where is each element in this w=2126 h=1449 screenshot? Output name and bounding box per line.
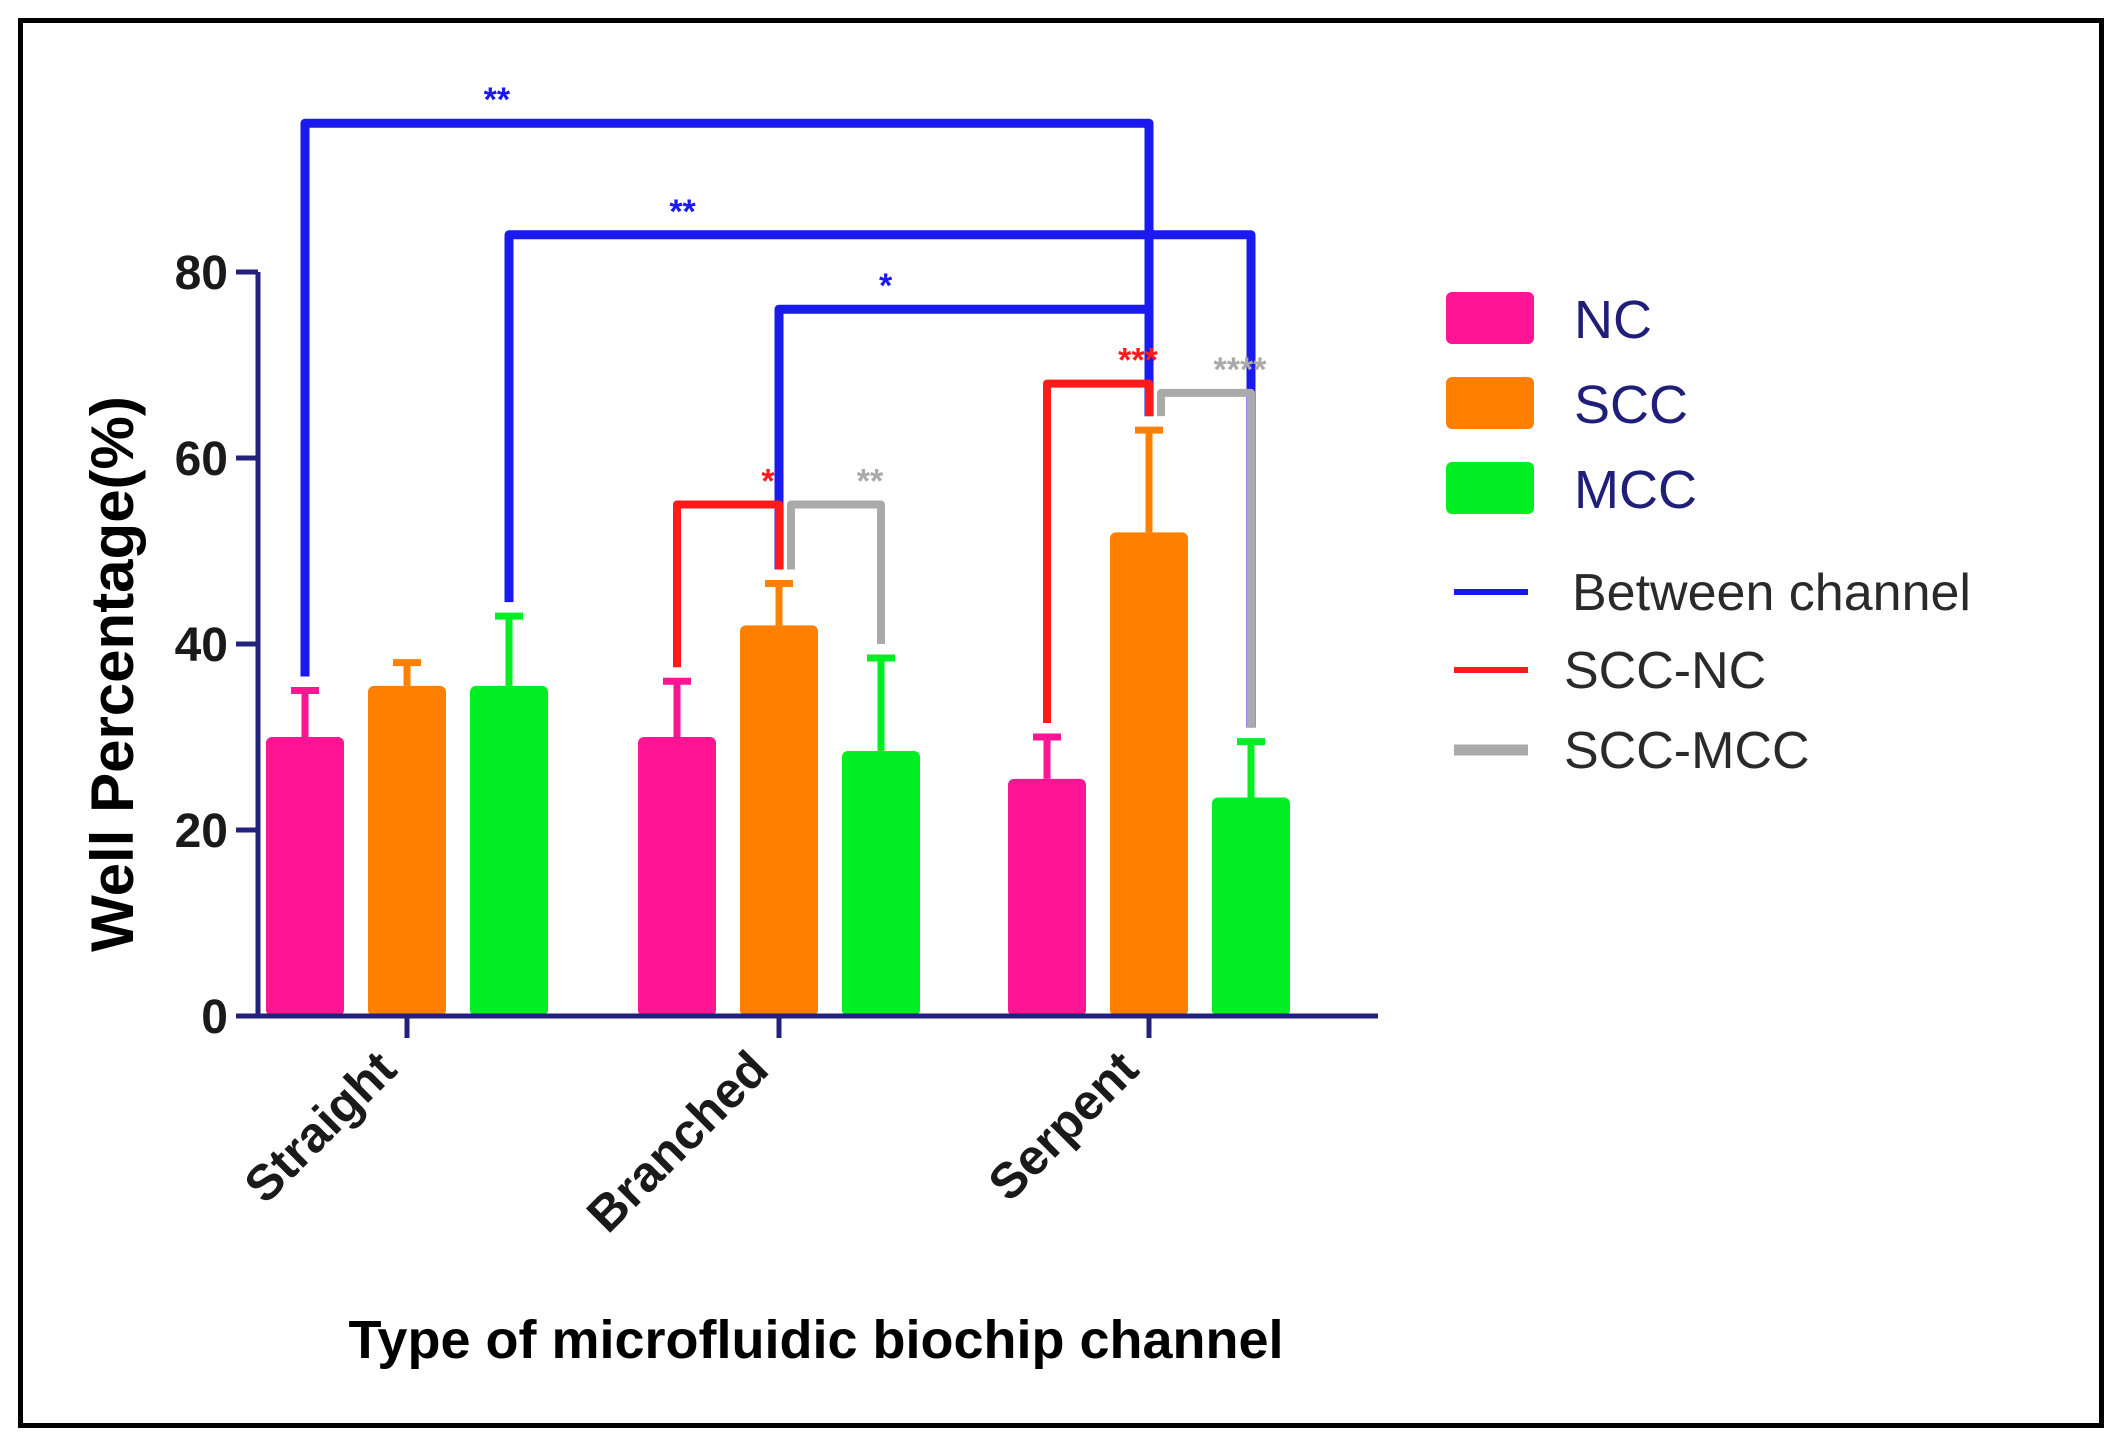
y-tick-label: 0 <box>201 991 228 1044</box>
significance-bracket <box>774 304 1154 570</box>
legend-swatch-nc <box>1446 292 1534 344</box>
significance-bracket <box>1157 388 1255 728</box>
x-category-label: Branched <box>576 1040 779 1243</box>
bar-nc <box>638 737 716 1016</box>
significance-bracket <box>300 118 1154 677</box>
legend-swatch-mcc <box>1446 462 1534 514</box>
x-axis-title: Type of microfluidic biochip channel <box>348 1310 1283 1370</box>
bar-scc <box>740 625 818 1016</box>
figure-frame <box>18 18 2104 1428</box>
significance-label: **** <box>1214 351 1268 389</box>
bar-scc <box>368 685 446 1016</box>
bar-nc <box>1008 778 1086 1016</box>
x-category-label: Serpent <box>978 1040 1149 1211</box>
x-category-label: Straight <box>234 1040 407 1213</box>
y-axis-title: Well Percentage(%) <box>79 396 146 952</box>
significance-label: ** <box>669 193 696 231</box>
y-tick-label: 60 <box>175 433 228 486</box>
legend-line-label: SCC-MCC <box>1564 722 1810 780</box>
significance-bracket <box>673 500 783 668</box>
bar-mcc <box>842 750 920 1016</box>
legend-line-label: SCC-NC <box>1564 642 1766 700</box>
legend-swatch-scc <box>1446 377 1534 429</box>
y-tick-label: 20 <box>175 805 228 858</box>
significance-label: * <box>761 463 775 501</box>
bar-mcc <box>470 685 548 1016</box>
legend-label-nc: NC <box>1574 290 1652 350</box>
bar-mcc <box>1212 797 1290 1016</box>
bar-nc <box>266 737 344 1016</box>
significance-bracket <box>1043 379 1153 723</box>
significance-label: * <box>879 267 893 305</box>
bar-scc <box>1110 532 1188 1016</box>
y-tick-label: 40 <box>175 619 228 672</box>
significance-label: *** <box>1118 342 1158 380</box>
significance-label: ** <box>484 81 511 119</box>
y-tick-label: 80 <box>175 247 228 300</box>
significance-label: ** <box>857 463 884 501</box>
legend-line-label: Between channel <box>1572 564 1971 622</box>
significance-bracket <box>787 500 885 644</box>
legend-label-mcc: MCC <box>1574 460 1697 520</box>
legend-label-scc: SCC <box>1574 375 1688 435</box>
